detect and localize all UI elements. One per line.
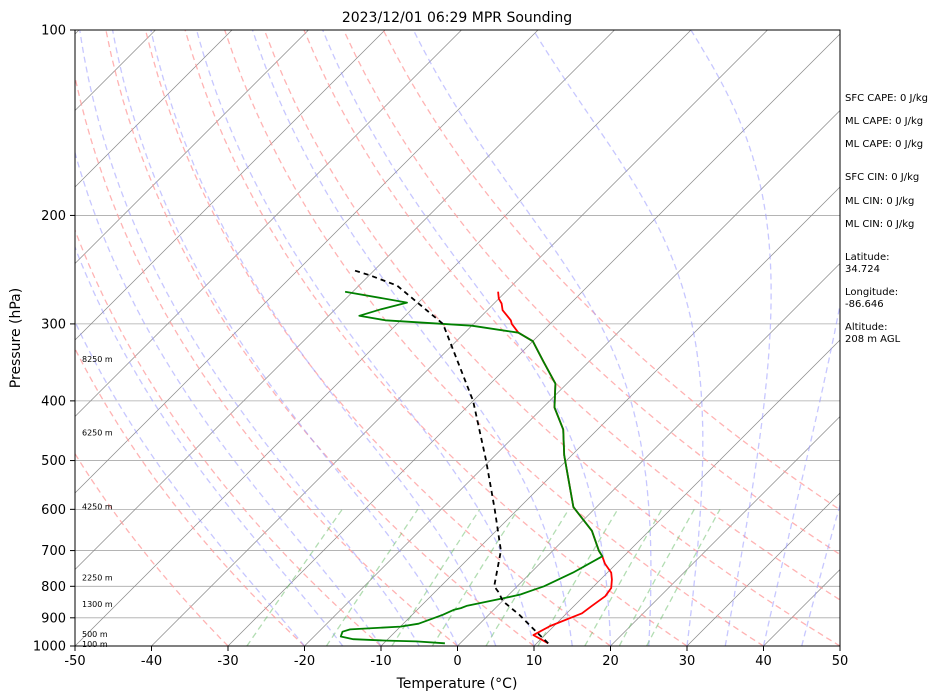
dry-adiabat-line xyxy=(303,30,840,601)
dry-adiabat-line xyxy=(382,30,840,511)
mixing-ratio-line xyxy=(325,508,419,646)
isotherm-line xyxy=(686,492,840,646)
y-tick-label: 600 xyxy=(41,503,66,518)
y-tick-label: 300 xyxy=(41,317,66,332)
moist-adiabat-line xyxy=(762,301,840,646)
dewpoint-profile xyxy=(339,290,604,645)
mixing-ratio-line xyxy=(584,508,663,646)
isotherm-line xyxy=(380,186,840,646)
ml-cape-text-2: ML CAPE: 0 J/kg xyxy=(845,139,924,150)
parcel-profile xyxy=(351,268,549,644)
isotherm-line xyxy=(75,30,615,570)
y-tick-label: 500 xyxy=(41,454,66,469)
y-tick-label: 700 xyxy=(41,544,66,559)
moist-adiabat-line xyxy=(150,30,497,646)
isotherm-line xyxy=(75,30,462,417)
moist-adiabat-line xyxy=(251,30,573,646)
x-tick-label: -40 xyxy=(141,654,162,669)
x-tick-label: 50 xyxy=(832,654,849,669)
x-tick-label: -50 xyxy=(64,654,85,669)
dry-adiabat-line xyxy=(75,228,382,646)
longitude-text: Longitude: -86.646 xyxy=(845,287,899,310)
moist-adiabat-line xyxy=(690,30,772,646)
x-tick-label: 30 xyxy=(679,654,696,669)
mixing-ratio-line xyxy=(646,508,721,646)
moist-adiabat-line xyxy=(111,30,459,646)
moist-adiabat-line xyxy=(801,502,840,646)
isotherm-line xyxy=(75,30,692,646)
dry-adiabat-line xyxy=(75,74,458,646)
x-tick-label: -30 xyxy=(217,654,238,669)
moist-adiabat-line xyxy=(79,30,420,646)
moist-adiabat-line xyxy=(195,30,535,646)
isotherm-line xyxy=(533,339,840,646)
chart-title: 2023/12/01 06:29 MPR Sounding xyxy=(342,10,572,26)
latitude-text: Latitude: 34.724 xyxy=(845,252,890,275)
y-tick-label: 100 xyxy=(41,24,66,39)
mixing-ratio-line xyxy=(391,508,481,646)
x-tick-label: -20 xyxy=(294,654,315,669)
isotherm-line xyxy=(610,416,840,646)
isotherm-line xyxy=(304,110,840,646)
y-axis: 100 200 300 400 500 600 700 800 900 1000 xyxy=(33,24,75,655)
moist-adiabat-line xyxy=(75,150,382,646)
height-label: 100 m xyxy=(82,640,108,649)
dry-adiabat-line xyxy=(263,30,840,646)
moist-adiabat-line xyxy=(322,30,612,646)
height-label: 8250 m xyxy=(82,355,113,364)
x-axis: -50 -40 -30 -20 -10 0 10 20 30 40 50 xyxy=(64,646,848,669)
y-tick-label: 900 xyxy=(41,611,66,626)
x-tick-label: 40 xyxy=(755,654,772,669)
height-label: 4250 m xyxy=(82,503,113,512)
isotherm-line xyxy=(457,263,840,646)
moist-adiabat-line xyxy=(75,245,344,646)
dry-adiabat-line xyxy=(105,30,535,646)
background-line-layer xyxy=(75,30,840,646)
height-label: 500 m xyxy=(82,630,108,639)
sfc-cin-text: SFC CIN: 0 J/kg xyxy=(845,172,920,183)
mixing-ratio-line xyxy=(618,508,695,646)
isotherm-line xyxy=(151,30,768,646)
isotherm-line xyxy=(75,30,539,494)
y-tick-label: 1000 xyxy=(33,640,66,655)
isotherm-line xyxy=(75,30,386,341)
mixing-ratio-line xyxy=(485,508,570,646)
altitude-text: Altitude: 208 m AGL xyxy=(845,322,901,345)
x-axis-title: Temperature (°C) xyxy=(396,676,518,692)
moist-adiabat-line xyxy=(412,30,652,646)
y-axis-title: Pressure (hPa) xyxy=(8,288,24,388)
dry-adiabat-line xyxy=(184,30,688,646)
height-label: 1300 m xyxy=(82,600,113,609)
x-tick-label: 20 xyxy=(602,654,619,669)
ml-cape-text: ML CAPE: 0 J/kg xyxy=(845,116,924,127)
mixing-ratio-line xyxy=(431,508,519,646)
mixing-ratio-line xyxy=(246,508,343,646)
x-tick-label: -10 xyxy=(370,654,391,669)
y-tick-label: 800 xyxy=(41,580,66,595)
isotherm-line xyxy=(75,30,309,264)
ml-cin-text-2: ML CIN: 0 J/kg xyxy=(845,219,915,230)
y-tick-label: 200 xyxy=(41,209,66,224)
isotherm-line xyxy=(75,30,233,188)
x-tick-label: 0 xyxy=(453,654,461,669)
sfc-cape-text: SFC CAPE: 0 J/kg xyxy=(845,93,928,104)
isotherm-line xyxy=(227,33,840,646)
height-label: 2250 m xyxy=(82,573,113,582)
moist-adiabat-line xyxy=(532,30,704,646)
y-tick-label: 400 xyxy=(41,394,66,409)
dry-adiabat-line xyxy=(343,30,840,556)
ml-cin-text: ML CIN: 0 J/kg xyxy=(845,196,915,207)
x-tick-label: 10 xyxy=(526,654,543,669)
profile-layer xyxy=(339,268,613,645)
dry-adiabat-line xyxy=(144,30,611,646)
height-label: 6250 m xyxy=(82,428,113,437)
dry-adiabat-line xyxy=(75,347,305,646)
